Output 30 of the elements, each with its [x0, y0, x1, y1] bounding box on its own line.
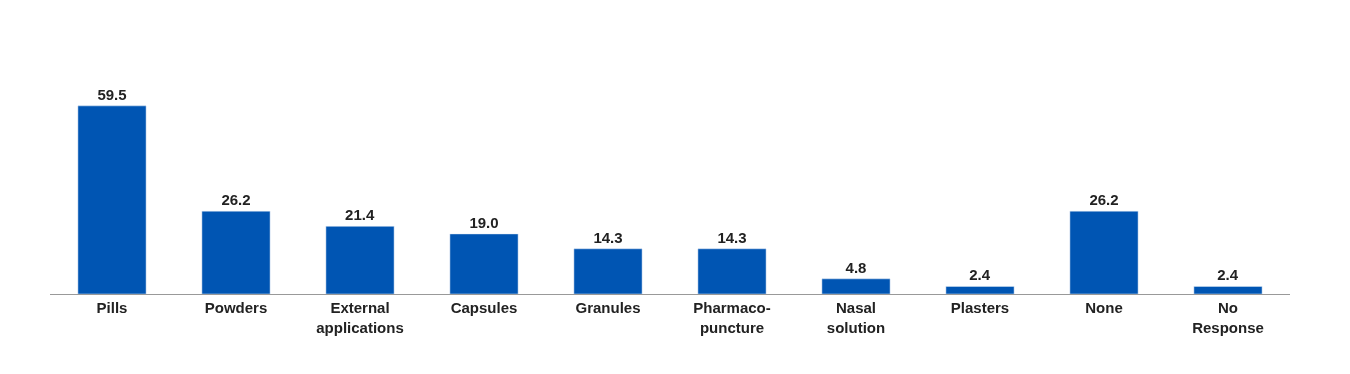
data-label: 21.4	[345, 206, 375, 224]
bar	[201, 210, 271, 294]
data-label: 19.0	[469, 213, 499, 231]
x-tick-label: External applications	[316, 299, 404, 336]
bar	[325, 226, 395, 294]
data-label: 26.2	[1089, 191, 1119, 209]
x-tick-label: Powders	[204, 299, 268, 316]
bar	[77, 105, 147, 294]
x-tick-label: Pharmaco- puncture	[693, 299, 771, 336]
data-label: 26.2	[221, 191, 251, 209]
data-label: 4.8	[845, 258, 867, 276]
data-label: 2.4	[969, 266, 991, 284]
bar	[821, 278, 891, 294]
bar	[449, 233, 519, 294]
data-label: 14.3	[593, 228, 623, 246]
x-tick-label: Plasters	[950, 299, 1010, 316]
bar	[1069, 210, 1139, 294]
x-tick-label: No Response	[1192, 299, 1264, 336]
x-tick-label: Nasal solution	[826, 299, 886, 336]
bar	[945, 286, 1015, 294]
bar	[697, 248, 767, 294]
x-tick-label: Granules	[575, 299, 641, 316]
data-label: 2.4	[1217, 266, 1239, 284]
bar	[573, 248, 643, 294]
x-tick-label: Capsules	[450, 299, 518, 316]
bar	[1193, 286, 1263, 294]
data-label: 14.3	[717, 228, 747, 246]
data-label: 59.5	[97, 85, 127, 103]
x-tick-label: None	[1085, 299, 1123, 316]
x-tick-label: Pills	[96, 299, 128, 316]
